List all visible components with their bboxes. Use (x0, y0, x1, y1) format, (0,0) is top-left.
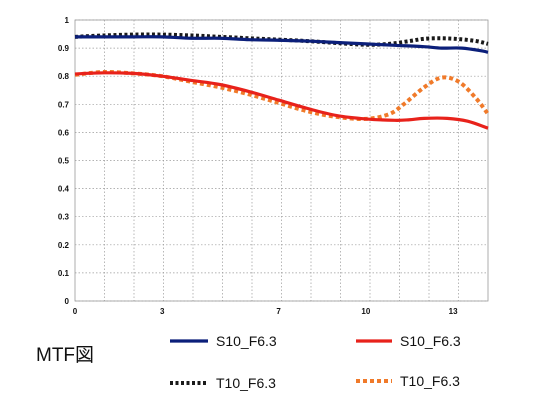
series-lines (74, 32, 490, 130)
legend: S10_F6.3 S10_F6.3 T10_F6.3 T10_F6.3 (170, 333, 461, 391)
x-tick-label: 0 (73, 307, 78, 316)
y-tick-label: 0.7 (58, 100, 70, 109)
x-tick-label: 7 (276, 307, 281, 316)
page-title: MTF図 (36, 345, 95, 366)
x-tick-label: 10 (361, 307, 370, 316)
y-tick-label: 0.5 (58, 157, 70, 166)
series-t10-black-line (74, 32, 489, 47)
legend-label: S10_F6.3 (400, 333, 461, 349)
plot-area (74, 19, 489, 302)
legend-label: T10_F6.3 (400, 373, 460, 389)
y-tick-label: 1 (65, 16, 70, 25)
legend-t10-black: T10_F6.3 (170, 375, 276, 391)
plot-border (74, 19, 489, 302)
y-tick-label: 0 (65, 297, 70, 306)
y-tick-label: 0.8 (58, 72, 70, 81)
x-axis-ticks: 0 3 7 10 13 (73, 307, 458, 316)
legend-label: S10_F6.3 (216, 333, 277, 349)
legend-s10-navy: S10_F6.3 (170, 333, 277, 349)
legend-t10-orange: T10_F6.3 (356, 373, 460, 389)
y-tick-label: 0.2 (58, 241, 70, 250)
legend-label: T10_F6.3 (216, 375, 276, 391)
y-tick-label: 0.9 (58, 44, 70, 53)
grid (75, 19, 488, 302)
x-tick-label: 3 (160, 307, 165, 316)
legend-s10-red: S10_F6.3 (356, 333, 461, 349)
x-tick-label: 13 (449, 307, 458, 316)
series-s10-red-line (74, 71, 489, 130)
y-axis-ticks: 0 0.1 0.2 0.3 0.4 0.5 0.6 0.7 0.8 0.9 1 (58, 16, 70, 306)
y-tick-label: 0.6 (58, 128, 70, 137)
y-tick-label: 0.3 (58, 213, 70, 222)
series-s10-navy-line (75, 35, 489, 54)
y-tick-label: 0.1 (58, 269, 70, 278)
y-tick-label: 0.4 (58, 185, 70, 194)
